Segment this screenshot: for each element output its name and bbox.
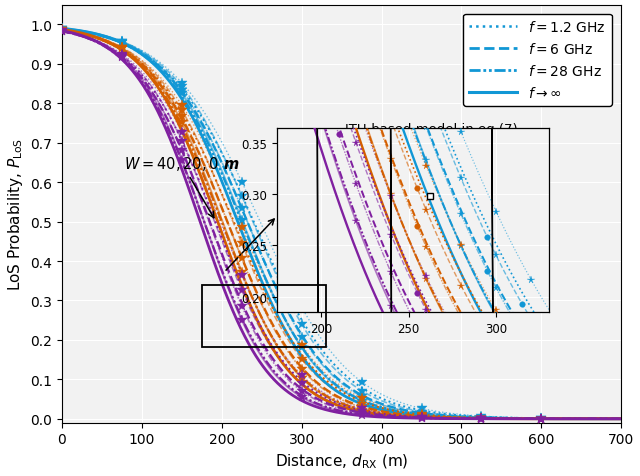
Text: ITU-based model in eq.(7): ITU-based model in eq.(7) — [345, 123, 531, 197]
Text: $W = 40, 20, 0$ m: $W = 40, 20, 0$ m — [124, 155, 239, 218]
Legend: $f = 1.2$ GHz, $f = 6$ GHz, $f = 28$ GHz, $f \rightarrow \infty$: $f = 1.2$ GHz, $f = 6$ GHz, $f = 28$ GHz… — [463, 15, 612, 106]
Bar — [202, 286, 326, 347]
Y-axis label: LoS Probability, $P_{\mathrm{LoS}}$: LoS Probability, $P_{\mathrm{LoS}}$ — [6, 138, 24, 291]
X-axis label: Distance, $d_{\mathrm{RX}}$ (m): Distance, $d_{\mathrm{RX}}$ (m) — [275, 452, 408, 470]
